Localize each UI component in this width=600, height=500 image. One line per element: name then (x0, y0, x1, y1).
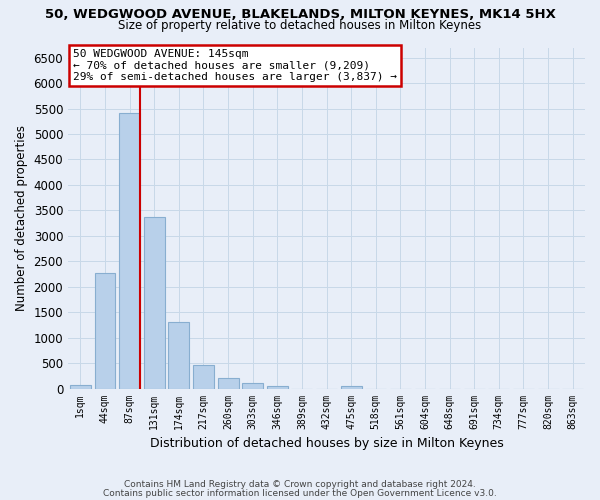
Bar (267, 386, 288, 388)
Text: Contains HM Land Registry data © Crown copyright and database right 2024.: Contains HM Land Registry data © Crown c… (124, 480, 476, 489)
Bar (95, 273, 115, 388)
Text: 50, WEDGWOOD AVENUE, BLAKELANDS, MILTON KEYNES, MK14 5HX: 50, WEDGWOOD AVENUE, BLAKELANDS, MILTON … (44, 8, 556, 20)
Text: Contains public sector information licensed under the Open Government Licence v3: Contains public sector information licen… (103, 488, 497, 498)
Text: 50 WEDGWOOD AVENUE: 145sqm
← 70% of detached houses are smaller (9,209)
29% of s: 50 WEDGWOOD AVENUE: 145sqm ← 70% of deta… (73, 49, 397, 82)
Bar (242, 384, 263, 388)
Bar (144, 216, 164, 388)
Bar (169, 322, 189, 388)
Bar (193, 364, 214, 388)
X-axis label: Distribution of detached houses by size in Milton Keynes: Distribution of detached houses by size … (149, 437, 503, 450)
Y-axis label: Number of detached properties: Number of detached properties (15, 125, 28, 311)
Text: Size of property relative to detached houses in Milton Keynes: Size of property relative to detached ho… (118, 18, 482, 32)
Bar (119, 112, 140, 388)
Bar (218, 378, 239, 388)
Bar (70, 385, 91, 388)
Bar (341, 386, 362, 388)
